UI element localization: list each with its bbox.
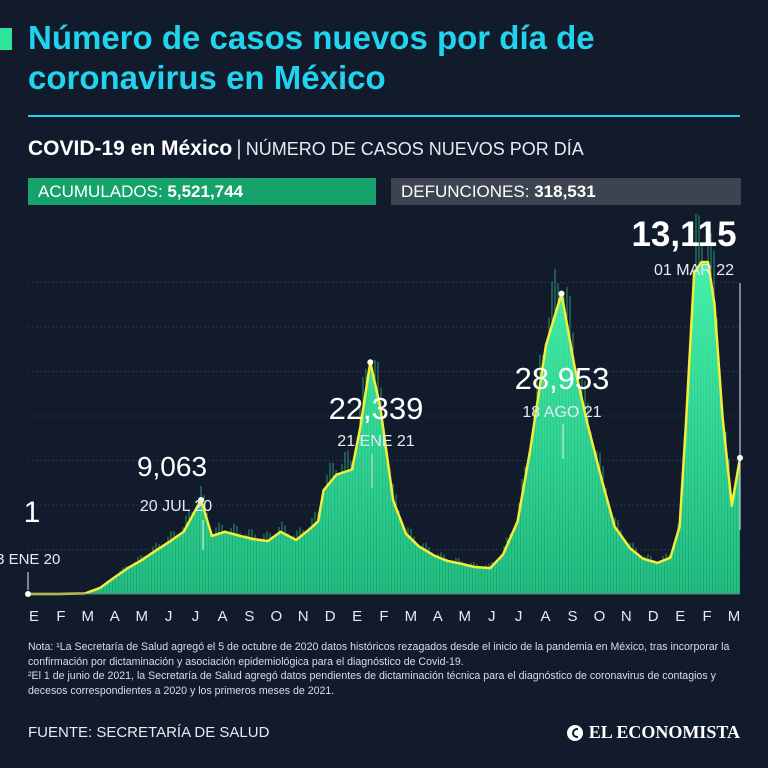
month-tick-label: J [488,608,496,625]
month-tick-label: M [459,608,472,625]
annotation-date: 18 AGO 21 [522,404,601,421]
month-tick-label: F [56,608,65,625]
month-tick-label: S [567,608,577,625]
page-title: Número de casos nuevos por día de corona… [28,19,595,96]
month-tick-label: M [728,608,741,625]
month-tick-label: F [703,608,712,625]
title-divider [28,115,740,117]
annotation-value: 9,063 [137,451,207,482]
month-tick-label: E [29,608,39,625]
month-tick-label: O [594,608,606,625]
month-tick-label: D [325,608,336,625]
month-tick-label: S [244,608,254,625]
month-tick-label: A [217,608,227,625]
month-tick-label: M [405,608,418,625]
month-tick-label: O [270,608,282,625]
subtitle-bold: COVID-19 en México [28,137,233,160]
cases-area [28,262,740,594]
accumulated-label: ACUMULADOS: [38,182,163,201]
month-tick-label: A [433,608,443,625]
month-tick-label: J [192,608,200,625]
deaths-badge: DEFUNCIONES: 318,531 [391,178,741,205]
month-tick-label: F [379,608,388,625]
annotation-date: 21 ENE 21 [337,433,414,450]
month-tick-label: M [135,608,148,625]
annotation-value: 13,115 [631,215,736,254]
month-tick-label: J [515,608,523,625]
note-2: ²El 1 de junio de 2021, la Secretaría de… [28,670,716,697]
subtitle-rest: NÚMERO DE CASOS NUEVOS POR DÍA [245,139,584,159]
annotation-value: 28,953 [515,361,610,396]
month-tick-label: N [298,608,309,625]
annotation-value: 22,339 [329,391,424,426]
annotation-dot [558,290,565,297]
note-1: Nota: ¹La Secretaría de Salud agregó el … [28,641,730,668]
annotation-dot [198,497,204,503]
deaths-label: DEFUNCIONES: [401,182,530,201]
source-text: FUENTE: SECRETARÍA DE SALUD [28,724,270,741]
annotation-dot [367,359,374,366]
month-tick-label: A [540,608,550,625]
annotation-date: 01 MAR 22 [654,262,734,279]
month-tick-label: E [675,608,685,625]
month-tick-label: J [165,608,173,625]
chart-notes: Nota: ¹La Secretaría de Salud agregó el … [28,640,744,698]
annotation-date: 20 JUL 20 [140,498,212,515]
month-tick-label: E [352,608,362,625]
logo: EL ECONOMISTA [566,722,740,743]
annotation-value: 1 [24,496,41,529]
logo-icon [566,724,583,741]
chart-subtitle: COVID-19 en México | NÚMERO DE CASOS NUEVO… [28,137,584,161]
title-accent-bar [0,28,12,50]
annotation-dot [25,591,31,597]
deaths-value: 318,531 [534,182,596,201]
annotation-date: 13 ENE 20 [0,551,60,568]
subtitle-separator: | [236,137,242,160]
logo-text: EL ECONOMISTA [588,722,740,742]
month-tick-label: M [82,608,95,625]
month-tick-label: A [110,608,120,625]
annotation-dot [737,454,743,461]
accumulated-value: 5,521,744 [167,182,244,201]
month-tick-label: N [621,608,632,625]
cases-line [28,260,742,596]
accumulated-badge: ACUMULADOS: 5,521,744 [28,178,376,205]
month-tick-label: D [648,608,659,625]
